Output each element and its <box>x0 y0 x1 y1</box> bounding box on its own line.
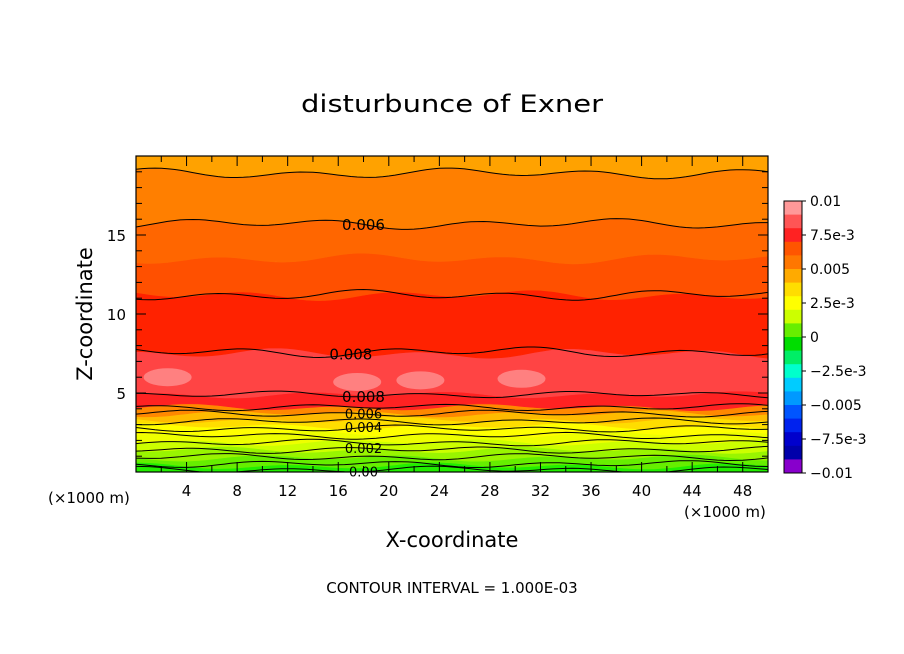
maximum-patch <box>396 371 445 390</box>
maximum-patch <box>333 372 382 391</box>
colorbar-label: 7.5e-3 <box>810 228 855 244</box>
colorbar-swatch <box>784 241 802 256</box>
colorbar-label: −7.5e-3 <box>810 432 867 448</box>
x-tick-label: 20 <box>379 482 398 500</box>
contour-level-label: 0.006 <box>345 408 382 423</box>
contour-level-label: 0.002 <box>345 442 382 457</box>
x-tick-label: 32 <box>531 482 550 500</box>
contour-band <box>136 289 768 359</box>
colorbar-swatch <box>784 364 802 379</box>
contour-level-label: 0.008 <box>329 346 372 364</box>
x-tick-label: 28 <box>480 482 499 500</box>
x-tick-label: 12 <box>278 482 297 500</box>
contour-level-label: 0.006 <box>342 216 385 234</box>
contour-line <box>136 403 768 412</box>
x-axis-label: X-coordinate <box>386 528 519 552</box>
contour-band <box>136 347 768 399</box>
contour-level-label: 0.008 <box>342 388 385 406</box>
colorbar: 0.01 7.5e-3 0.005 2.5e-3 0 −2.5e-3 −0.005 −7.5e… <box>783 194 867 482</box>
x-tick-label: 40 <box>632 482 651 500</box>
y-tick-label: 5 <box>116 385 126 403</box>
contour-line <box>136 424 768 433</box>
contour-line <box>136 346 768 359</box>
colorbar-swatch <box>784 296 802 311</box>
colorbar-swatch <box>784 432 802 447</box>
x-tick-label: 48 <box>733 482 752 500</box>
colorbar-swatch <box>784 391 802 406</box>
contour-interval-note: CONTOUR INTERVAL = 1.000E-03 <box>326 579 577 597</box>
maximum-patch <box>497 369 546 388</box>
colorbar-swatch <box>784 309 802 324</box>
local-maxima <box>143 368 546 391</box>
x-axis-unit: (×1000 m) <box>684 503 766 521</box>
contour-line <box>136 438 768 447</box>
contour-lines <box>136 167 768 472</box>
colorbar-swatch <box>784 214 802 229</box>
contour-line <box>136 431 768 440</box>
colorbar-swatch <box>784 255 802 270</box>
contour-level-label: 0.004 <box>345 421 382 436</box>
x-tick-label: 36 <box>581 482 600 500</box>
x-tick-label: 4 <box>182 482 192 500</box>
colorbar-swatch <box>784 337 802 351</box>
colorbar-label: 0.01 <box>810 194 841 210</box>
colorbar-label: −0.005 <box>810 398 862 414</box>
colorbar-swatch <box>784 350 802 365</box>
contour-line <box>136 417 768 426</box>
x-tick-label: 16 <box>329 482 348 500</box>
colorbar-swatch <box>784 269 802 283</box>
y-axis-label: Z-coordinate <box>73 247 97 381</box>
y-tick-label: 15 <box>107 227 126 245</box>
y-tick-label: 10 <box>107 306 126 324</box>
colorbar-swatch <box>784 459 802 474</box>
maximum-patch <box>143 368 192 387</box>
x-tick-labels: 4 8 12 16 20 24 28 32 36 40 44 48 <box>182 482 752 500</box>
colorbar-swatch <box>784 323 802 338</box>
colorbar-label: 0 <box>810 330 819 346</box>
contour-level-label: 0.00 <box>349 465 378 480</box>
colorbar-swatch <box>784 228 802 243</box>
x-tick-label: 24 <box>430 482 449 500</box>
contour-line <box>136 460 768 468</box>
x-tick-label: 44 <box>683 482 702 500</box>
colorbar-swatch <box>784 201 802 215</box>
colorbar-swatch <box>784 377 802 392</box>
contour-line <box>136 453 768 462</box>
colorbar-swatch <box>784 445 802 460</box>
y-axis-unit: (×1000 m) <box>48 489 130 507</box>
axis-ticks <box>136 156 768 472</box>
chart-title: disturbunce of Exner <box>301 90 603 118</box>
colorbar-swatch <box>784 282 802 297</box>
y-tick-labels: 5 10 15 <box>107 227 126 403</box>
contour-line <box>136 288 768 301</box>
colorbar-swatch <box>784 405 802 419</box>
colorbar-swatch <box>784 418 802 433</box>
colorbar-label: −2.5e-3 <box>810 364 867 380</box>
contour-line <box>136 218 768 230</box>
filled-bands <box>136 156 768 472</box>
colorbar-label: 0.005 <box>810 262 850 278</box>
contour-line <box>136 445 768 454</box>
contour-line <box>136 390 768 399</box>
contour-line <box>136 167 768 180</box>
colorbar-label: 2.5e-3 <box>810 296 855 312</box>
contour-line <box>136 409 768 418</box>
colorbar-label: −0.01 <box>810 466 853 482</box>
x-tick-label: 8 <box>232 482 242 500</box>
